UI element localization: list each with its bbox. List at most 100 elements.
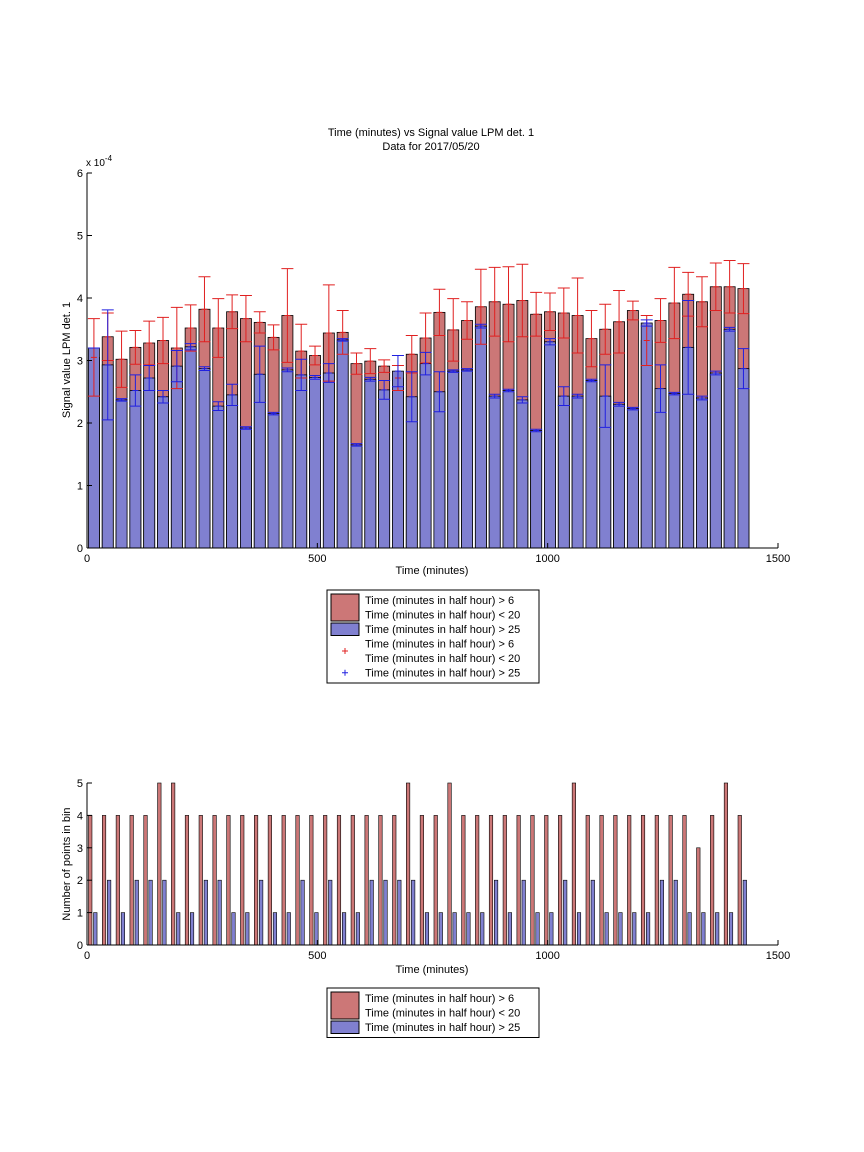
chart1-errorbar-blue [157,390,170,404]
chart2-bar-red [488,815,494,946]
chart1-errorbar-blue [530,428,543,433]
chart1-bar-blue [585,380,598,549]
chart2-y-tick-label: 1 [77,908,83,920]
chart1-errorbar-red [143,320,156,366]
chart1-errorbar-blue [461,368,474,372]
chart1-x-tick-label: 1500 [766,553,790,565]
chart1-errorbar-blue [695,395,708,401]
chart2-bar-red [267,815,272,946]
chart2-bar-red [447,782,452,946]
chart1-errorbar-blue [184,343,197,351]
chart1-bar-blue [461,369,473,549]
chart1-legend-box [326,589,540,684]
chart2-bar-blue [549,912,554,946]
count-chart: 0 500 1000 1500 0 1 2 3 4 5 Time (minutes) Number… [61,778,790,1038]
chart1-errorbar-red [419,312,432,364]
chart1-errorbar-blue [322,363,335,383]
chart2-bar-red [419,815,424,946]
chart2-bar-blue [480,912,485,946]
chart1-y-tick-label: 0 [77,543,83,555]
chart2-bar-red [226,815,231,946]
chart2-axes: 0 500 1000 1500 0 1 2 3 4 5 [77,778,790,962]
chart2-bar-blue [383,879,388,946]
chart2-bar-red [295,815,300,946]
chart1-errorbar-red [613,290,626,354]
chart2-bar-red [378,815,383,946]
chart2-bar-red [433,815,438,946]
chart2-y-tick-label: 4 [77,810,83,822]
chart1-legend-marker [342,669,348,676]
chart1-errorbar-red [129,330,142,365]
chart1-errorbar-blue [253,345,266,403]
chart2-legend-swatch [330,1020,360,1034]
chart2-legend-box [326,987,540,1038]
chart1-title: Time (minutes) vs Signal value LPM det. … [328,127,534,139]
chart2-legend-label: Time (minutes in half hour) < 20 [365,1008,520,1020]
chart1-errorbar-red [253,311,266,334]
chart1-errorbar-red [640,315,653,366]
chart2-bar-red [323,815,328,946]
chart1-errorbar-blue [267,411,280,416]
chart2-bar-red [115,815,120,946]
chart2-bar-red [336,815,342,946]
chart1-errorbar-red [474,268,487,345]
chart1-errorbar-blue [599,364,612,428]
chart1-legend-swatch [330,593,360,622]
chart2-bar-blue [742,879,747,946]
chart2-bar-blue [245,912,250,946]
chart2-bar-blue [286,912,291,946]
chart2-bar-red [654,815,659,946]
chart2-bar-red [143,815,148,946]
chart2-bar-blue [715,912,720,946]
chart2-bar-red [585,815,590,946]
chart2-bar-blue [120,912,125,946]
chart1-bar-blue [723,328,736,549]
chart1-bar-blue [544,341,556,549]
chart2-bar-blue [701,912,706,946]
chart1-bar-blue [571,395,584,549]
chart1-bar-blue [502,390,515,549]
chart1-errorbar-red [87,318,100,397]
chart1-errorbar-red [654,298,667,343]
chart1-errorbar-red [267,324,280,351]
chart1-bar-blue [240,427,252,549]
chart1-errorbar-blue [419,351,432,376]
chart1-errorbar-blue [170,350,183,383]
chart1-legend-marker [342,648,348,654]
chart2-bar-blue [411,879,416,946]
chart2-bar-blue [576,912,582,946]
chart2-bar-blue [632,912,637,946]
chart2-bar-red [530,815,535,946]
chart1-bar-blue [613,403,625,549]
chart1-errorbar-blue [336,338,349,342]
chart2-bar-red [461,815,466,946]
chart1-errorbar-blue [364,376,377,382]
chart1-errorbar-red [226,294,239,330]
chart1-bar-blue [419,363,432,549]
chart1-errorbar-blue [447,369,460,373]
chart1-errorbar-red [585,310,598,368]
chart2-bar-blue [728,912,734,946]
chart2-bar-red [737,815,742,946]
chart2-bar-red [254,815,259,946]
chart1-errorbar-blue [391,355,404,388]
chart2-bar-red [516,815,521,946]
chart2-bar-red [212,815,217,946]
chart2-bar-red [723,782,728,946]
chart2-bar-red [627,815,632,946]
chart1-x-tick-label: 500 [308,553,326,565]
chart2-bar-blue [355,912,360,946]
chart2-legend-label: Time (minutes in half hour) > 25 [365,1022,520,1034]
chart2-bar-blue [176,912,181,946]
chart2-bar-blue [162,879,167,946]
chart1-errorbar-red [433,288,446,336]
chart1-errorbar-red [364,348,377,375]
chart1-errorbar-red [737,263,750,315]
chart1-bar-blue [488,395,501,549]
chart2-bar-blue [466,912,471,946]
chart2-bar-red [392,815,397,946]
chart2-bar-blue [659,879,664,946]
chart2-legend-label: Time (minutes in half hour) > 6 [365,993,514,1005]
chart1-x-tick-label: 0 [84,553,90,565]
chart1-errorbar-red [488,266,501,337]
